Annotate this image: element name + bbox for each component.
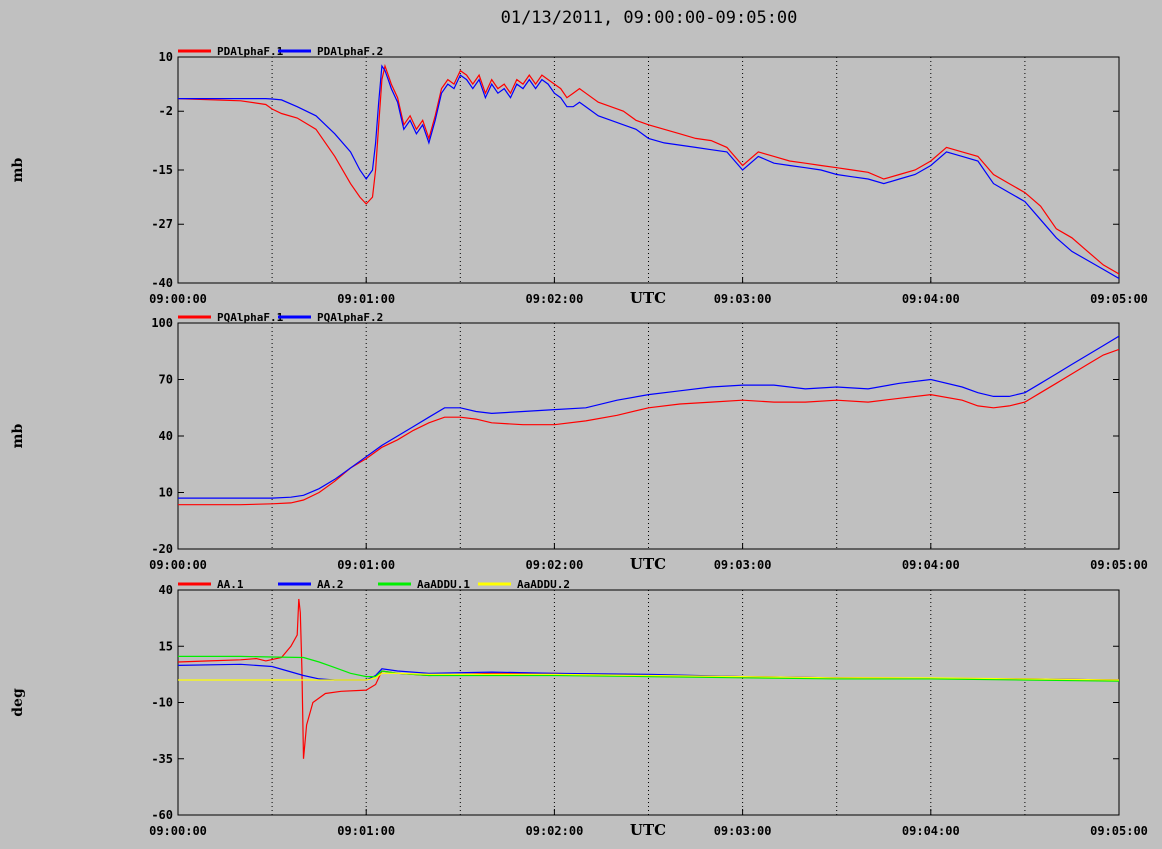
legend-label: AaADDU.1 [417,578,470,591]
chart-title: 01/13/2011, 09:00:00-09:05:00 [501,8,798,28]
series-line-AaADDU.1 [178,655,1119,682]
legend-label: AA.1 [217,578,244,591]
y-axis-label: mb [10,423,26,448]
chart-panel-3: 40 15 -10 -35 -60 09:00:00 09:01:00 09:02:00 09:… [10,578,1148,839]
x-tick-label: 09:01:00 [337,558,395,572]
legend-label: PQAlphaF.2 [317,311,383,324]
x-tick-label: 09:01:00 [337,824,395,838]
x-tick-label: 09:05:00 [1090,558,1148,572]
y-tick-label: -20 [151,542,173,556]
y-axis-label: deg [10,688,26,717]
y-tick-label: -35 [151,752,173,766]
x-tick-label: 09:00:00 [149,292,207,306]
y-tick-label: 40 [159,429,173,443]
legend-label: PQAlphaF.1 [217,311,284,324]
y-axis-label: mb [10,157,26,182]
y-tick-label: -2 [159,104,173,118]
y-tick-label: 100 [151,316,173,330]
y-tick-label: -60 [151,808,173,822]
chart-panel-1: 10 -2 -15 -27 -40 09:00:00 09:01:00 09:02:00 09:… [10,45,1148,307]
legend-label: PDAlphaF.1 [217,45,284,58]
y-tick-label: 10 [159,50,173,64]
y-tick-label: -15 [151,163,173,177]
y-tick-label: -27 [151,217,173,231]
x-tick-label: 09:01:00 [337,292,395,306]
x-tick-label: 09:03:00 [714,558,772,572]
x-tick-label: 09:02:00 [526,292,584,306]
x-tick-label: 09:04:00 [902,558,960,572]
x-axis-label: UTC [630,555,666,573]
x-tick-label: 09:02:00 [526,558,584,572]
series-line-PQAlphaF.2 [178,335,1119,499]
y-tick-label: 70 [159,373,173,387]
legend-label: AA.2 [317,578,344,591]
x-axis-label: UTC [630,289,666,307]
x-tick-label: 09:05:00 [1090,292,1148,306]
series-line-PDAlphaF.1 [178,63,1119,275]
x-tick-label: 09:05:00 [1090,824,1148,838]
y-tick-label: -40 [151,276,173,290]
x-tick-label: 09:00:00 [149,824,207,838]
y-tick-label: 10 [159,486,173,500]
y-tick-label: -10 [151,696,173,710]
y-tick-label: 40 [159,583,173,597]
x-axis-label: UTC [630,821,666,839]
series-line-AaADDU.2 [178,672,1119,681]
y-tick-label: 15 [159,639,173,653]
x-tick-label: 09:04:00 [902,824,960,838]
x-tick-label: 09:00:00 [149,558,207,572]
x-tick-label: 09:02:00 [526,824,584,838]
legend-label: PDAlphaF.2 [317,45,383,58]
chart-panel-2: 100 70 40 10 -20 09:00:00 09:01:00 09:02:00 09:0… [10,311,1148,573]
series-line-PDAlphaF.2 [178,64,1119,280]
x-tick-label: 09:03:00 [714,292,772,306]
x-tick-label: 09:04:00 [902,292,960,306]
x-tick-label: 09:03:00 [714,824,772,838]
legend-label: AaADDU.2 [517,578,570,591]
